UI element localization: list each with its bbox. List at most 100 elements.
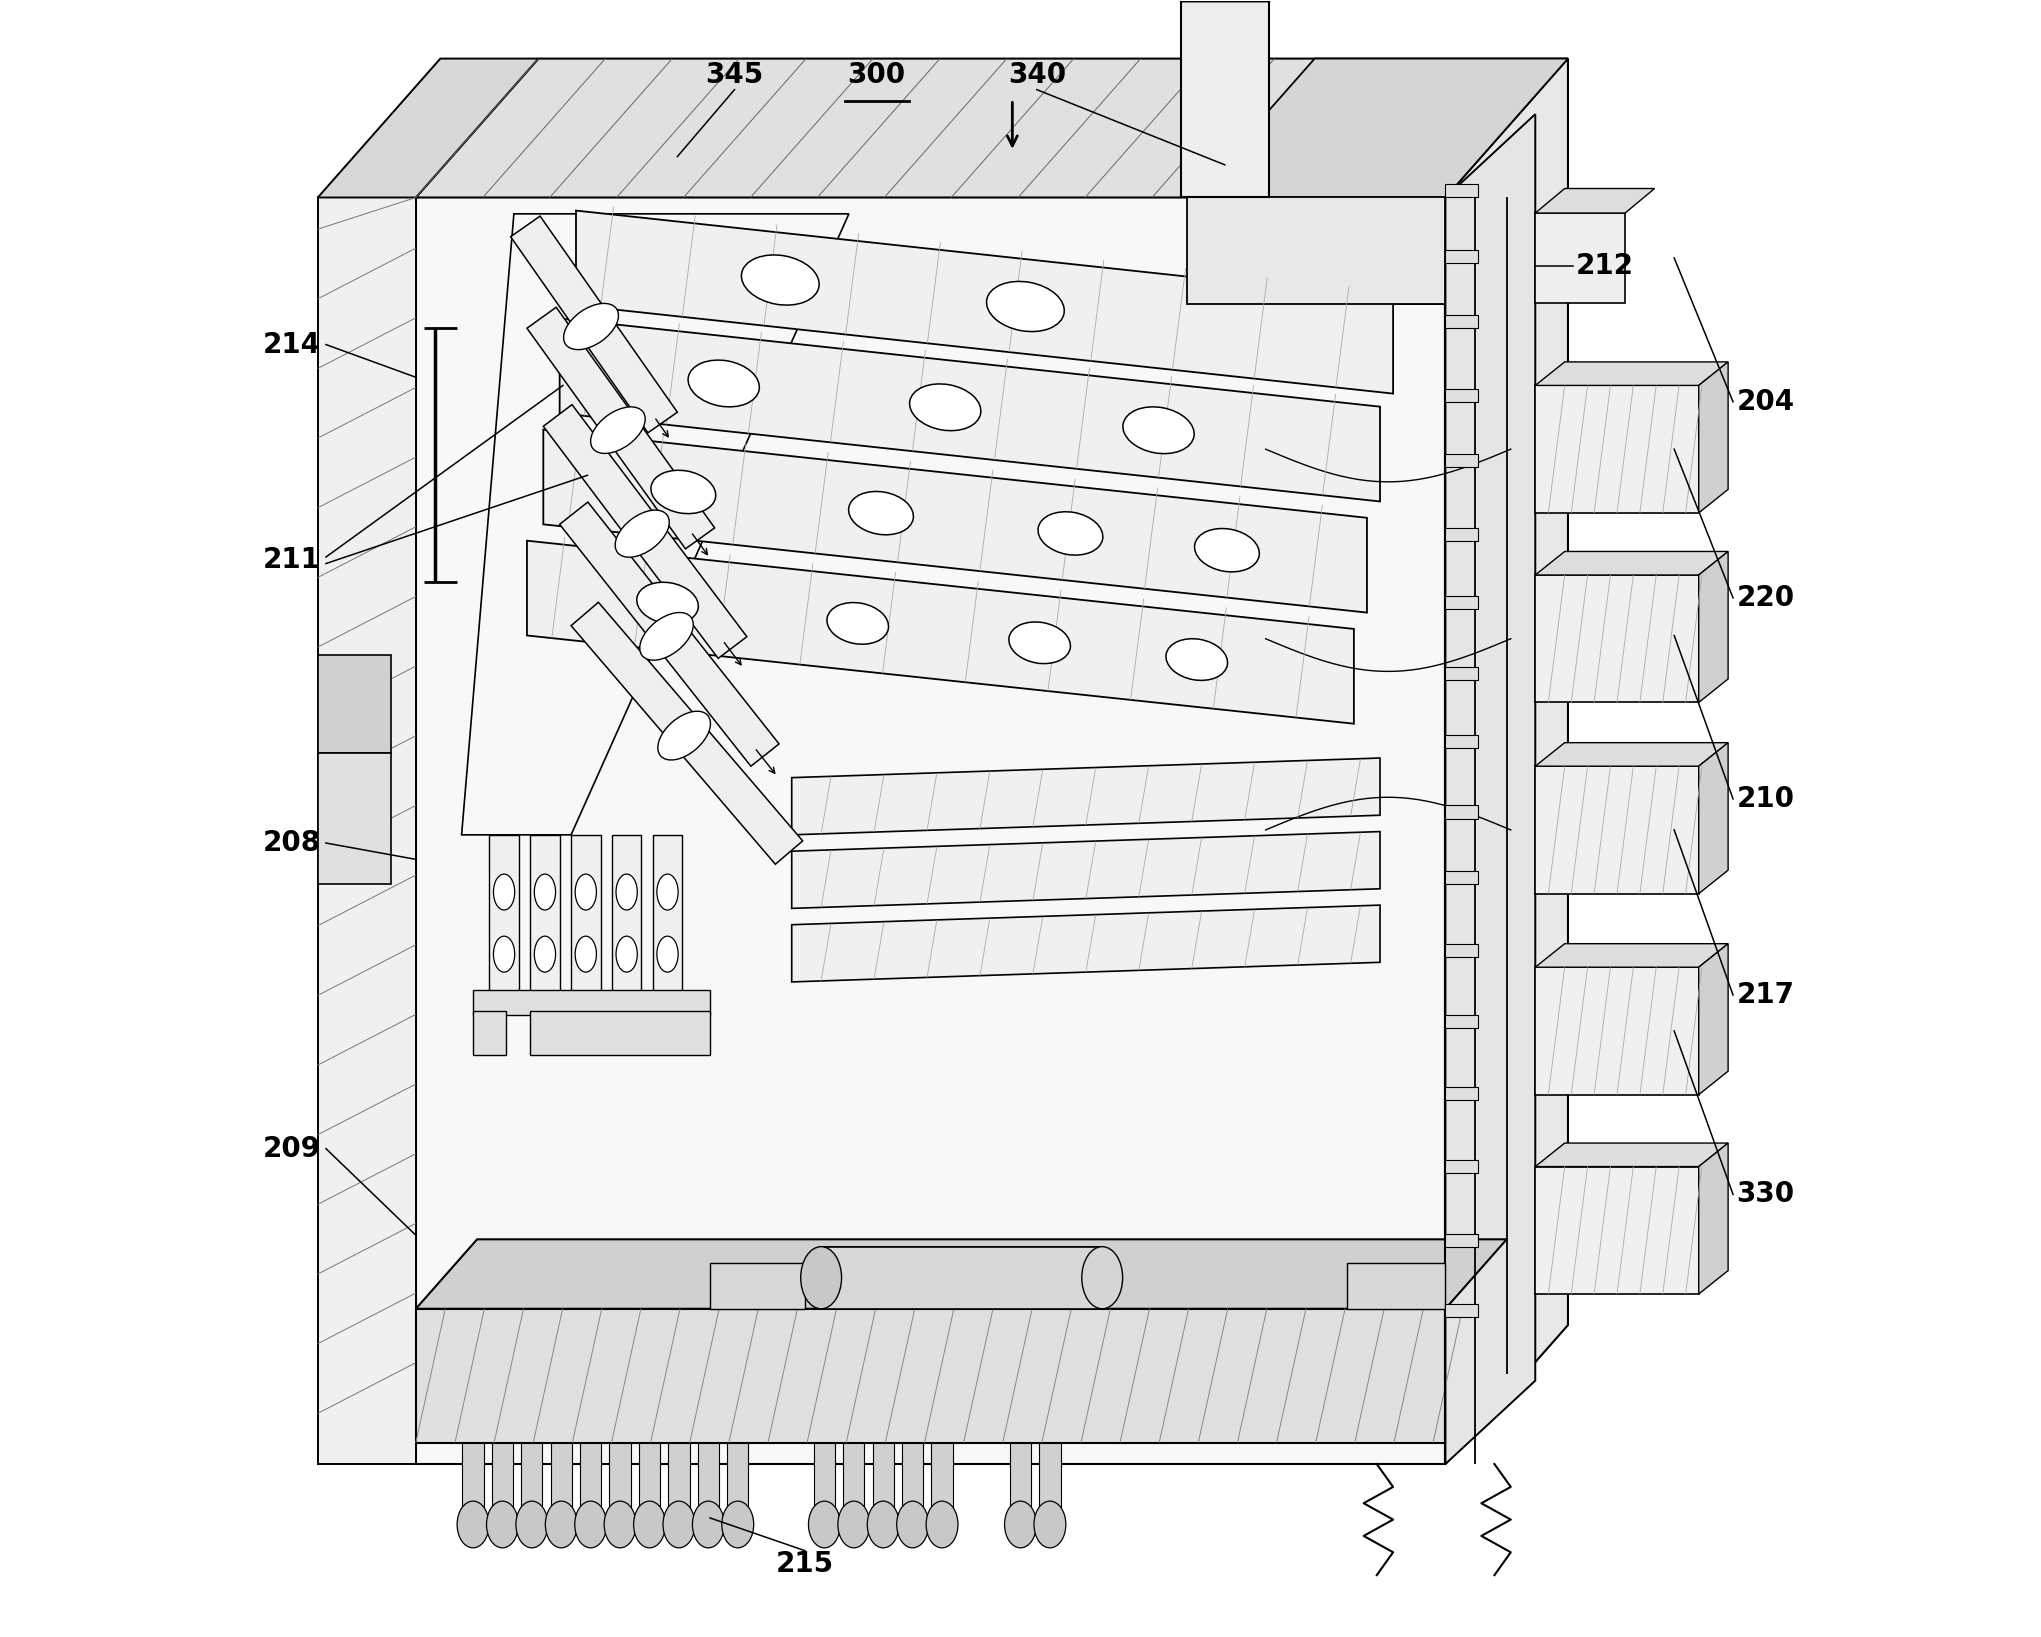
Polygon shape <box>1535 1167 1698 1295</box>
Polygon shape <box>416 1308 1445 1442</box>
Polygon shape <box>1535 967 1698 1095</box>
Ellipse shape <box>808 1501 841 1549</box>
Ellipse shape <box>535 936 555 972</box>
Polygon shape <box>1535 552 1729 575</box>
Polygon shape <box>527 540 1353 724</box>
Text: 212: 212 <box>1576 252 1635 280</box>
Polygon shape <box>318 655 392 753</box>
Polygon shape <box>639 1442 659 1516</box>
Polygon shape <box>551 1442 571 1516</box>
Polygon shape <box>510 216 678 432</box>
Polygon shape <box>1445 453 1478 467</box>
Ellipse shape <box>657 874 678 910</box>
Polygon shape <box>474 990 710 1015</box>
Ellipse shape <box>1194 529 1259 571</box>
Ellipse shape <box>688 360 759 408</box>
Text: 215: 215 <box>776 1550 835 1578</box>
Ellipse shape <box>927 1501 957 1549</box>
Polygon shape <box>727 1442 749 1516</box>
Ellipse shape <box>616 936 637 972</box>
Polygon shape <box>1445 316 1478 329</box>
Ellipse shape <box>839 1501 869 1549</box>
Polygon shape <box>1445 945 1478 958</box>
Polygon shape <box>571 602 802 864</box>
Text: 208: 208 <box>263 828 320 858</box>
Ellipse shape <box>800 1247 841 1308</box>
Polygon shape <box>559 503 780 766</box>
Polygon shape <box>1445 596 1478 609</box>
Polygon shape <box>576 211 1394 393</box>
Ellipse shape <box>639 612 694 660</box>
Text: 209: 209 <box>263 1134 320 1162</box>
Ellipse shape <box>576 874 596 910</box>
Ellipse shape <box>827 602 888 645</box>
Ellipse shape <box>1035 1501 1065 1549</box>
Polygon shape <box>612 835 641 999</box>
Polygon shape <box>1698 943 1729 1095</box>
Text: 220: 220 <box>1737 584 1794 612</box>
Ellipse shape <box>604 1501 637 1549</box>
Ellipse shape <box>616 874 637 910</box>
Ellipse shape <box>494 936 514 972</box>
Polygon shape <box>667 1442 690 1516</box>
Polygon shape <box>1535 362 1729 385</box>
Polygon shape <box>531 1012 710 1056</box>
Polygon shape <box>1445 59 1567 1463</box>
Polygon shape <box>1535 385 1698 512</box>
Polygon shape <box>792 758 1380 835</box>
Polygon shape <box>318 753 392 884</box>
Ellipse shape <box>457 1501 490 1549</box>
Polygon shape <box>543 429 1367 612</box>
Polygon shape <box>1535 188 1655 213</box>
Polygon shape <box>902 1442 923 1516</box>
Polygon shape <box>820 1247 1102 1308</box>
Ellipse shape <box>590 408 645 453</box>
Polygon shape <box>461 214 849 835</box>
Ellipse shape <box>545 1501 578 1549</box>
Polygon shape <box>1010 1442 1031 1516</box>
Polygon shape <box>571 835 600 999</box>
Polygon shape <box>1445 250 1478 264</box>
Polygon shape <box>580 1442 602 1516</box>
Text: 340: 340 <box>1008 61 1065 88</box>
Polygon shape <box>474 1012 506 1056</box>
Polygon shape <box>710 1264 804 1308</box>
Ellipse shape <box>723 1501 753 1549</box>
Ellipse shape <box>867 1501 900 1549</box>
Ellipse shape <box>657 710 710 760</box>
Ellipse shape <box>576 936 596 972</box>
Polygon shape <box>1535 575 1698 702</box>
Ellipse shape <box>633 1501 665 1549</box>
Polygon shape <box>1192 198 1445 304</box>
Polygon shape <box>531 835 559 999</box>
Polygon shape <box>1445 871 1478 884</box>
Polygon shape <box>1698 743 1729 894</box>
Polygon shape <box>318 59 539 198</box>
Polygon shape <box>1445 666 1478 679</box>
Ellipse shape <box>494 874 514 910</box>
Ellipse shape <box>896 1501 929 1549</box>
Ellipse shape <box>741 255 818 304</box>
Ellipse shape <box>535 874 555 910</box>
Text: 345: 345 <box>706 61 763 88</box>
Ellipse shape <box>1082 1247 1123 1308</box>
Polygon shape <box>1445 115 1535 1463</box>
Polygon shape <box>874 1442 894 1516</box>
Polygon shape <box>492 1442 512 1516</box>
Polygon shape <box>1445 388 1478 401</box>
Polygon shape <box>1535 213 1625 303</box>
Polygon shape <box>1445 1234 1478 1247</box>
Text: 214: 214 <box>263 331 320 359</box>
Polygon shape <box>792 832 1380 909</box>
Ellipse shape <box>1008 622 1069 663</box>
Ellipse shape <box>663 1501 694 1549</box>
Polygon shape <box>490 835 518 999</box>
Ellipse shape <box>516 1501 547 1549</box>
Polygon shape <box>1698 1143 1729 1295</box>
Ellipse shape <box>1039 512 1102 555</box>
Polygon shape <box>1535 1143 1729 1167</box>
Text: 204: 204 <box>1737 388 1794 416</box>
Polygon shape <box>416 59 1567 198</box>
Polygon shape <box>814 1442 835 1516</box>
Polygon shape <box>1445 1087 1478 1100</box>
